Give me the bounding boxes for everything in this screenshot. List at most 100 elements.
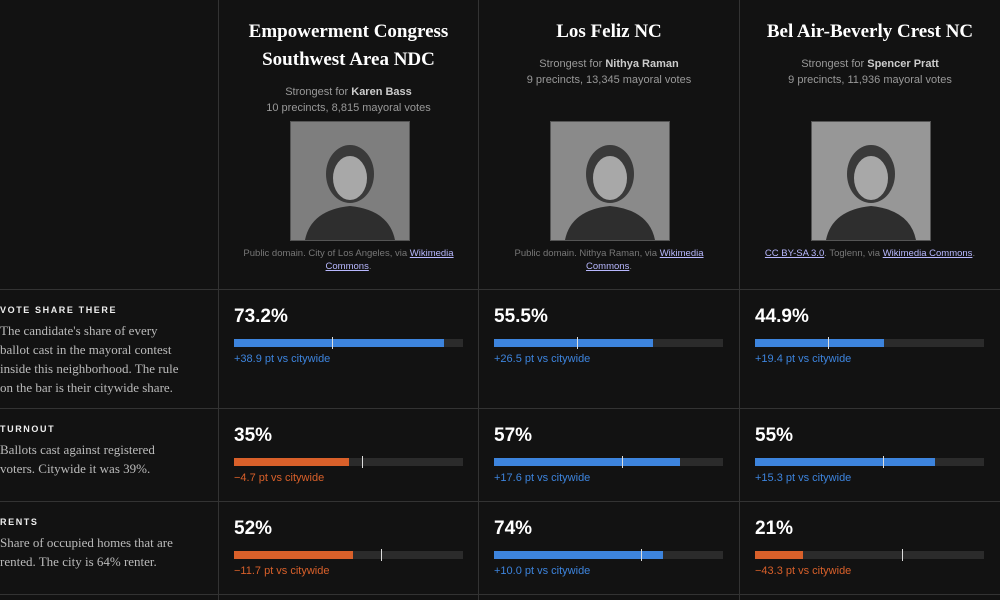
delta-text: +10.0 pt vs citywide (494, 565, 591, 577)
metric-cell: 52% −11.7 pt vs citywide (219, 502, 479, 595)
neighborhood-title: Bel Air-Beverly Crest NC (766, 21, 974, 42)
metric-value: 74% (494, 518, 533, 539)
bar-track (234, 337, 463, 349)
delta-text: +38.9 pt vs citywide (234, 353, 331, 365)
photo-placeholder (812, 122, 930, 240)
bar-fill (755, 551, 804, 559)
delta-text: −11.7 pt vs citywide (234, 565, 330, 577)
credit-link[interactable]: Wikimedia Commons (586, 248, 704, 272)
metric-value: 21% (755, 518, 794, 539)
bar-fill (755, 458, 935, 466)
credit-link[interactable]: CC BY-SA 3.0 (764, 248, 825, 259)
bar-track (494, 549, 723, 561)
bar-fill (494, 551, 664, 559)
photo-credit: Public domain. Nithya Raman, via Wikimed… (499, 247, 719, 273)
credit-text: . (368, 261, 372, 272)
delta-text: +15.3 pt vs citywide (755, 472, 852, 484)
bar-track (494, 456, 723, 468)
metric-value: 73.2% (234, 306, 288, 327)
metric-label: RENTS (0, 517, 39, 527)
metric-label: VOTE SHARE THERE (0, 305, 118, 315)
metric-cell: 74% +10.0 pt vs citywide (479, 502, 740, 595)
photo-placeholder (551, 122, 669, 240)
photo-credit: CC BY-SA 3.0. Toglenn, via Wikimedia Com… (760, 247, 980, 260)
neighborhood-title: Empowerment Congress Southwest Area NDC (248, 21, 449, 70)
delta-text: −43.3 pt vs citywide (755, 565, 852, 577)
metric-cell: 21% −43.3 pt vs citywide (740, 502, 1000, 595)
metric-value: 35% (234, 425, 273, 446)
delta-text: −4.7 pt vs citywide (234, 472, 325, 484)
credit-text: Public domain. City of Los Angeles, via (243, 248, 410, 259)
neighborhood-header: Los Feliz NC Strongest for Nithya Raman 9 … (479, 0, 740, 290)
citywide-rule (332, 337, 334, 349)
metric-value: 55% (755, 425, 794, 446)
strongest-prefix: Strongest for (539, 58, 603, 70)
metric-cell: 55.5% +26.5 pt vs citywide (479, 290, 740, 409)
metric-label-cell: RENTS Share of occupied homes that are re… (0, 502, 219, 595)
bar-track (755, 456, 984, 468)
citywide-rule (882, 456, 884, 468)
citywide-rule (577, 337, 578, 349)
photo-placeholder (291, 122, 409, 240)
candidate-name: Nithya Raman (605, 58, 679, 70)
next-row-cell (740, 595, 1000, 600)
bar-fill (234, 339, 444, 347)
credit-text: . (629, 261, 632, 272)
citywide-rule (380, 549, 382, 561)
photo-credit: Public domain. City of Los Angeles, via … (239, 247, 458, 273)
bar-track (234, 456, 463, 468)
bar-track (755, 549, 984, 561)
metric-cell: 57% +17.6 pt vs citywide (479, 409, 740, 502)
strongest-line: Strongest for Nithya Raman (491, 56, 727, 72)
next-row-cell (0, 595, 219, 600)
metric-cell: 55% +15.3 pt vs citywide (740, 409, 1000, 502)
strongest-line: Strongest for Spencer Pratt (752, 56, 988, 72)
citywide-rule (901, 549, 903, 561)
bar-track (494, 337, 723, 349)
neighborhood-header: Bel Air-Beverly Crest NC Strongest for Sp… (740, 0, 1000, 290)
credit-link[interactable]: Wikimedia Commons (882, 248, 973, 259)
metric-cell: 44.9% +19.4 pt vs citywide (740, 290, 1000, 409)
precinct-meta: 10 precincts, 8,815 mayoral votes (266, 102, 431, 114)
metric-cell: 35% −4.7 pt vs citywide (219, 409, 479, 502)
citywide-rule (827, 337, 829, 349)
bar-track (755, 337, 984, 349)
bar-track (234, 549, 463, 561)
bar-fill (755, 339, 884, 347)
metric-value: 44.9% (755, 306, 809, 327)
delta-text: +19.4 pt vs citywide (755, 353, 852, 365)
bar-fill (234, 551, 354, 559)
candidate-name: Karen Bass (351, 86, 412, 98)
bar-fill (494, 339, 653, 347)
precinct-meta: 9 precincts, 13,345 mayoral votes (526, 74, 692, 86)
neighborhood-header: Empowerment Congress Southwest Area NDC S… (219, 0, 479, 290)
next-row-cell (219, 595, 479, 600)
strongest-prefix: Strongest for (801, 58, 865, 70)
citywide-rule (361, 456, 363, 468)
strongest-prefix: Strongest for (285, 86, 349, 98)
metric-label-cell: TURNOUT Ballots cast against registered v… (0, 409, 219, 502)
metric-label-cell: VOTE SHARE THERE The candidate's share of… (0, 290, 219, 409)
metric-cell: 73.2% +38.9 pt vs citywide (219, 290, 479, 409)
citywide-rule (640, 549, 642, 561)
metric-value: 52% (234, 518, 273, 539)
strongest-line: Strongest for Karen Bass (231, 84, 466, 100)
metric-description: The candidate's share of every ballot ca… (0, 323, 179, 395)
metric-label: TURNOUT (0, 424, 56, 434)
corner-cell (0, 0, 219, 290)
delta-text: +26.5 pt vs citywide (494, 353, 591, 365)
delta-text: +17.6 pt vs citywide (494, 472, 591, 484)
candidate-photo (550, 121, 670, 241)
next-row-cell (479, 595, 740, 600)
citywide-rule (621, 456, 623, 468)
precinct-meta: 9 precincts, 11,936 mayoral votes (788, 74, 952, 86)
credit-text: . (972, 248, 976, 259)
bar-fill (494, 458, 681, 466)
candidate-photo (290, 121, 410, 241)
credit-link[interactable]: Wikimedia Commons (325, 248, 454, 272)
candidate-name: Spencer Pratt (867, 58, 939, 70)
neighborhood-title: Los Feliz NC (556, 21, 662, 42)
credit-text: . Toglenn, via (824, 248, 883, 259)
